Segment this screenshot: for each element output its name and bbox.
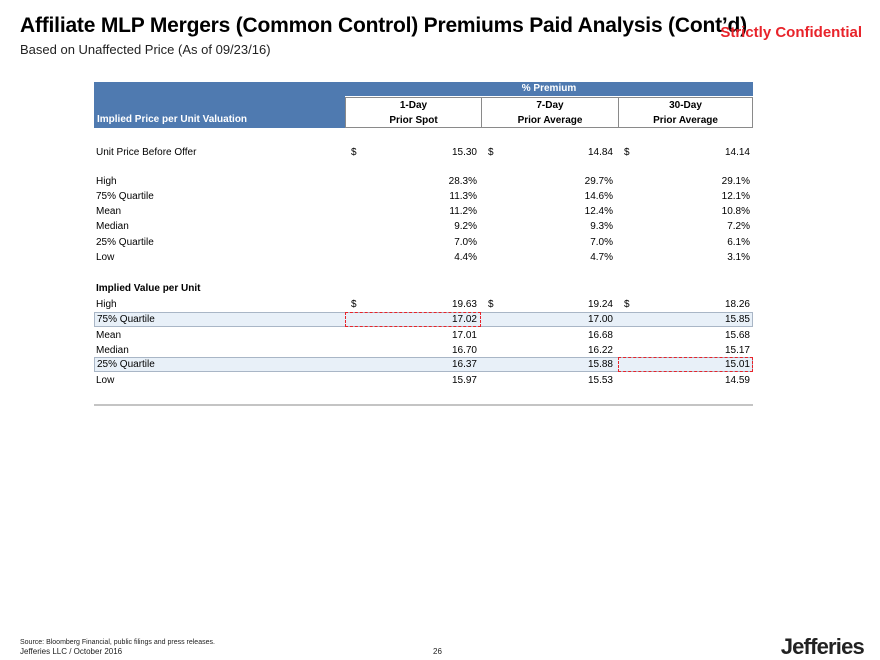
row-label: Low: [96, 252, 115, 263]
cell-value: 19.24: [587, 299, 613, 310]
table-bottom-rule: [94, 404, 753, 406]
row-label: High: [96, 299, 117, 310]
cell-value: 15.88: [587, 359, 613, 370]
currency-symbol: $: [351, 147, 357, 158]
column-header-1day: 1-Day Prior Spot: [345, 97, 482, 128]
cell-value: 29.7%: [584, 176, 613, 187]
cell-value: 15.01: [724, 359, 750, 370]
cell-value: 15.97: [451, 375, 477, 386]
row-label: Low: [96, 375, 115, 386]
cell-value: 7.0%: [590, 237, 613, 248]
cell-value: 7.0%: [454, 237, 477, 248]
column-header-line2: Prior Spot: [389, 115, 438, 126]
cell-value: 9.3%: [590, 221, 613, 232]
cell-value: 11.3%: [449, 191, 477, 202]
cell-value: 9.2%: [454, 221, 477, 232]
highlight-box-30day: [618, 357, 753, 372]
unit-price-row: Unit Price Before Offer $ 15.30 $ 14.84 …: [94, 145, 753, 160]
cell-value: 19.63: [451, 299, 477, 310]
cell-value: 12.4%: [584, 206, 613, 217]
table-row-highlighted: 25% Quartile 16.37 15.88 15.01: [94, 357, 753, 372]
footer-company: Jefferies LLC / October 2016: [20, 647, 123, 656]
table-row: Low 15.97 15.53 14.59: [94, 373, 753, 388]
cell-value: 16.68: [587, 330, 613, 341]
row-header-label: Implied Price per Unit Valuation: [97, 114, 248, 125]
table-row: Mean 11.2% 12.4% 10.8%: [94, 204, 753, 219]
cell-value: 14.84: [587, 147, 613, 158]
section-title: Implied Value per Unit: [96, 283, 201, 294]
table-row: 75% Quartile 11.3% 14.6% 12.1%: [94, 189, 753, 204]
cell-value: 7.2%: [727, 221, 750, 232]
page-number: 26: [433, 647, 442, 656]
table-row: 25% Quartile 7.0% 7.0% 6.1%: [94, 235, 753, 250]
cell-value: 12.1%: [721, 191, 750, 202]
row-header-cell: Implied Price per Unit Valuation: [94, 82, 345, 128]
column-header-30day: 30-Day Prior Average: [618, 97, 753, 128]
table-row: Mean 17.01 16.68 15.68: [94, 328, 753, 343]
row-label: High: [96, 176, 117, 187]
cell-value: 14.14: [724, 147, 750, 158]
currency-symbol: $: [624, 299, 630, 310]
cell-value: 14.59: [724, 375, 750, 386]
row-label: Median: [96, 221, 129, 232]
row-label: 75% Quartile: [97, 314, 155, 325]
currency-symbol: $: [624, 147, 630, 158]
table-row: Median 16.70 16.22 15.17: [94, 343, 753, 358]
cell-value: 18.26: [724, 299, 750, 310]
cell-value: 16.22: [587, 345, 613, 356]
currency-symbol: $: [488, 147, 494, 158]
row-label: Unit Price Before Offer: [96, 147, 197, 158]
cell-value: 4.7%: [590, 252, 613, 263]
page-subtitle: Based on Unaffected Price (As of 09/23/1…: [20, 42, 271, 57]
column-header-line2: Prior Average: [653, 115, 718, 126]
table-row: Median 9.2% 9.3% 7.2%: [94, 219, 753, 234]
premium-group-header: % Premium: [345, 82, 753, 96]
cell-value: 15.53: [587, 375, 613, 386]
cell-value: 28.3%: [448, 176, 477, 187]
cell-value: 15.17: [724, 345, 750, 356]
cell-value: 10.8%: [721, 206, 750, 217]
cell-value: 15.85: [724, 314, 750, 325]
confidential-label: Strictly Confidential: [720, 24, 862, 41]
table-row: High $ 19.63 $ 19.24 $ 18.26: [94, 297, 753, 312]
cell-value: 4.4%: [454, 252, 477, 263]
cell-value: 17.01: [451, 330, 477, 341]
column-header-line1: 30-Day: [669, 100, 702, 111]
row-label: Median: [96, 345, 129, 356]
column-header-line1: 1-Day: [399, 100, 428, 111]
row-label: Mean: [96, 330, 122, 341]
page-title: Affiliate MLP Mergers (Common Control) P…: [20, 14, 747, 37]
cell-value: 14.6%: [584, 191, 613, 202]
cell-value: 11.2%: [449, 206, 477, 217]
currency-symbol: $: [351, 299, 357, 310]
column-header-line1: 7-Day: [536, 100, 564, 111]
table-row: High 28.3% 29.7% 29.1%: [94, 174, 753, 189]
row-label: 25% Quartile: [96, 237, 154, 248]
cell-value: 15.30: [451, 147, 477, 158]
source-note: Source: Bloomberg Financial, public fili…: [20, 639, 215, 646]
currency-symbol: $: [488, 299, 494, 310]
table-row: Low 4.4% 4.7% 3.1%: [94, 250, 753, 265]
cell-value: 17.00: [587, 314, 613, 325]
column-header-line2: Prior Average: [517, 115, 583, 126]
cell-value: 3.1%: [727, 252, 750, 263]
cell-value: 17.02: [451, 314, 477, 325]
section-title-row: Implied Value per Unit: [94, 281, 753, 296]
cell-value: 6.1%: [727, 237, 750, 248]
cell-value: 16.37: [451, 359, 477, 370]
cell-value: 16.70: [451, 345, 477, 356]
jefferies-logo: Jefferies: [780, 634, 865, 659]
cell-value: 29.1%: [721, 176, 750, 187]
row-label: Mean: [96, 206, 122, 217]
highlight-box-1day: [345, 312, 481, 327]
row-label: 25% Quartile: [97, 359, 155, 370]
row-label: 75% Quartile: [96, 191, 154, 202]
column-header-7day: 7-Day Prior Average: [481, 97, 619, 128]
cell-value: 15.68: [724, 330, 750, 341]
